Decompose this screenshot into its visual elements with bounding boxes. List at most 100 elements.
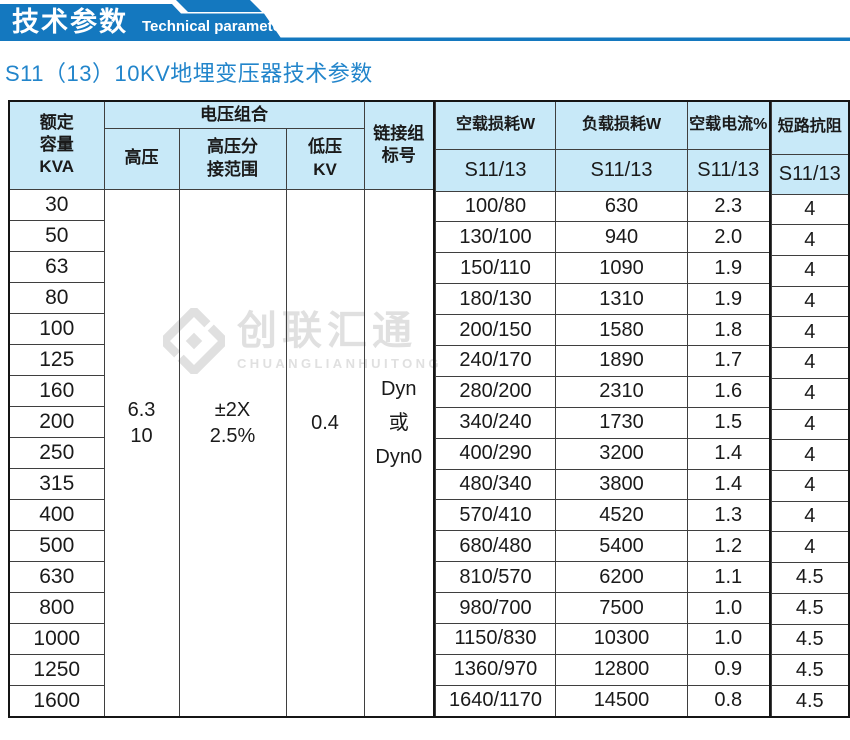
- cell-impedance: 4: [770, 500, 850, 533]
- cell-kva: 200: [8, 405, 105, 438]
- cell-no-load-loss: 1360/970: [435, 653, 556, 686]
- table-row: 130/100 940 2.0: [435, 221, 770, 254]
- cell-no-load-current: 1.2: [687, 530, 770, 563]
- cell-load-loss: 6200: [555, 561, 688, 594]
- cell-load-loss: 1310: [555, 283, 688, 316]
- cell-impedance: 4.5: [770, 623, 850, 656]
- cell-no-load-current: 2.3: [687, 190, 770, 223]
- table-row: 4: [770, 500, 850, 533]
- cell-kva: 30: [8, 188, 105, 221]
- cell-kva: 1600: [8, 684, 105, 718]
- table-row: 250: [8, 436, 434, 469]
- table-row: 4: [770, 254, 850, 287]
- cell-impedance: 4.5: [770, 592, 850, 625]
- cell-no-load-loss: 280/200: [435, 375, 556, 408]
- spec-table: 额定 容量 KVA 电压组合 链接组 标号 高压 高压分 接范围 低压 KV 3…: [8, 100, 850, 718]
- cell-impedance: 4: [770, 439, 850, 471]
- cell-no-load-current: 1.8: [687, 314, 770, 346]
- table-row: 800: [8, 591, 434, 624]
- cell-kva: 250: [8, 436, 105, 469]
- table-row: 500: [8, 529, 434, 562]
- cell-no-load-loss: 810/570: [435, 561, 556, 594]
- table-row: 4: [770, 224, 850, 256]
- cell-kva: 1000: [8, 622, 105, 655]
- banner-title: 技术参数: [12, 7, 128, 37]
- cell-no-load-loss: 680/480: [435, 530, 556, 563]
- cell-kva: 160: [8, 374, 105, 407]
- cell-no-load-loss: 980/700: [435, 592, 556, 624]
- cell-load-loss: 630: [555, 190, 688, 223]
- cell-load-loss: 7500: [555, 592, 688, 624]
- table-row: 480/340 3800 1.4: [435, 468, 770, 501]
- cell-no-load-current: 2.0: [687, 221, 770, 254]
- cell-kva: 315: [8, 467, 105, 500]
- cell-impedance: 4: [770, 224, 850, 256]
- table-row: 340/240 1730 1.5: [435, 406, 770, 439]
- cell-no-load-current: 1.7: [687, 344, 770, 377]
- cell-no-load-current: 1.4: [687, 468, 770, 501]
- cell-load-loss: 1580: [555, 314, 688, 346]
- table-row: 4: [770, 193, 850, 226]
- cell-hv-tap-value: ±2X 2.5%: [178, 188, 287, 718]
- header-vector-group: 链接组 标号: [363, 100, 435, 190]
- table-row: 4.5: [770, 685, 850, 718]
- cell-no-load-current: 0.8: [687, 684, 770, 718]
- cell-no-load-current: 1.1: [687, 561, 770, 594]
- cell-load-loss: 1730: [555, 406, 688, 439]
- table-row: 680/480 5400 1.2: [435, 530, 770, 563]
- header-hv-tap: 高压分 接范围: [178, 127, 287, 190]
- header-no-load-current: 空载电流%: [687, 100, 770, 150]
- cell-kva: 800: [8, 591, 105, 624]
- table-row: 50: [8, 219, 434, 252]
- table-row: 630: [8, 560, 434, 593]
- table-row: 1000: [8, 622, 434, 655]
- cell-no-load-current: 0.9: [687, 653, 770, 686]
- table-row: 4.5: [770, 562, 850, 594]
- table-row: 240/170 1890 1.7: [435, 344, 770, 377]
- table-row: 63: [8, 250, 434, 283]
- cell-vector-value: Dyn 或 Dyn0: [363, 188, 435, 718]
- cell-impedance: 4: [770, 254, 850, 287]
- spec-table-left: 额定 容量 KVA 电压组合 链接组 标号 高压 高压分 接范围 低压 KV 3…: [8, 100, 435, 718]
- table-row: 4.5: [770, 654, 850, 686]
- cell-no-load-loss: 200/150: [435, 314, 556, 346]
- header-load-loss: 负载损耗W: [555, 100, 688, 150]
- cell-impedance: 4.5: [770, 654, 850, 686]
- table-row: 160: [8, 374, 434, 407]
- header-model: S11/13: [687, 148, 770, 192]
- cell-no-load-loss: 180/130: [435, 283, 556, 316]
- cell-no-load-current: 1.3: [687, 499, 770, 532]
- table-row: 200/150 1580 1.8: [435, 314, 770, 346]
- banner: 技术参数 Technical parameter: [0, 0, 850, 46]
- cell-load-loss: 3200: [555, 437, 688, 470]
- cell-no-load-loss: 240/170: [435, 344, 556, 377]
- header-capacity: 额定 容量 KVA: [8, 100, 105, 190]
- cell-kva: 400: [8, 498, 105, 531]
- spec-table-middle: 空载损耗W 负载损耗W 空载电流% S11/13 S11/13 S11/13 1…: [435, 100, 771, 718]
- cell-no-load-loss: 150/110: [435, 252, 556, 285]
- cell-kva: 63: [8, 250, 105, 283]
- banner-ribbon-shape: [0, 0, 850, 41]
- table-row: 1640/1170 14500 0.8: [435, 684, 770, 718]
- table-row: 1600: [8, 684, 434, 718]
- table-row: 100: [8, 312, 434, 345]
- cell-load-loss: 1090: [555, 252, 688, 285]
- cell-no-load-loss: 570/410: [435, 499, 556, 532]
- cell-impedance: 4.5: [770, 685, 850, 718]
- table-row: 980/700 7500 1.0: [435, 592, 770, 624]
- cell-kva: 50: [8, 219, 105, 252]
- cell-no-load-loss: 340/240: [435, 406, 556, 439]
- table-row: 810/570 6200 1.1: [435, 561, 770, 594]
- cell-impedance: 4: [770, 377, 850, 410]
- table-row: 200: [8, 405, 434, 438]
- table-row: 30 6.3 10 ±2X 2.5% 0.4 Dyn 或 Dyn0: [8, 188, 435, 718]
- header-model: S11/13: [555, 148, 688, 192]
- cell-impedance: 4: [770, 316, 850, 349]
- header-model: S11/13: [770, 153, 850, 195]
- header-hv: 高压: [103, 127, 180, 190]
- cell-load-loss: 4520: [555, 499, 688, 532]
- table-row: 1250: [8, 653, 434, 686]
- header-voltage-group: 电压组合: [103, 100, 365, 129]
- cell-kva: 125: [8, 343, 105, 376]
- cell-load-loss: 12800: [555, 653, 688, 686]
